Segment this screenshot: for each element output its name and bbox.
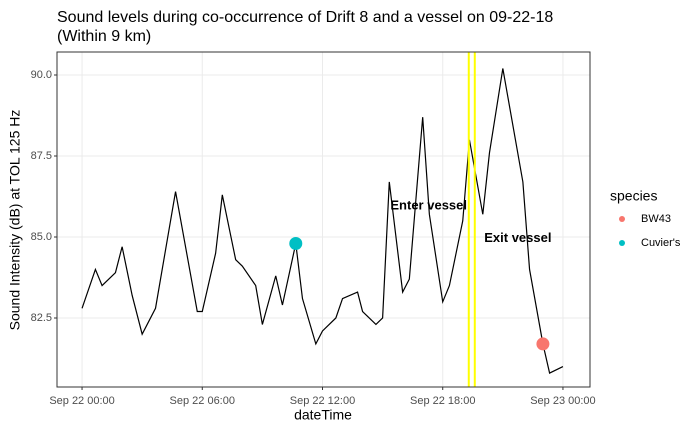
species-point [536, 337, 550, 351]
y-tick-label: 90.0 [31, 69, 52, 81]
x-tick-label: Sep 22 00:00 [49, 395, 114, 407]
x-tick-label: Sep 22 18:00 [410, 395, 475, 407]
x-axis-label: dateTime [294, 407, 352, 423]
legend-label: BW43 [641, 213, 671, 225]
legend-key [619, 240, 625, 246]
legend-key [619, 216, 625, 222]
panel-border [56, 51, 591, 388]
y-tick-label: 85.0 [31, 231, 52, 243]
y-axis-label: Sound Intensity (dB) at TOL 125 Hz [7, 110, 23, 331]
data-line [81, 68, 564, 374]
annotation: Enter vessel [390, 198, 467, 213]
x-tick-label: Sep 23 00:00 [530, 395, 595, 407]
chart-subtitle: (Within 9 km) [57, 28, 151, 45]
x-tick-label: Sep 22 06:00 [170, 395, 235, 407]
chart-title: Sound levels during co-occurrence of Dri… [57, 9, 553, 26]
annotation: Exit vessel [484, 230, 551, 245]
legend-title: species [610, 188, 657, 204]
legend-label: Cuvier's [641, 237, 681, 249]
species-point [289, 236, 303, 250]
y-tick-label: 82.5 [31, 312, 52, 324]
y-tick-label: 87.5 [31, 150, 52, 162]
x-tick-label: Sep 22 12:00 [290, 395, 355, 407]
